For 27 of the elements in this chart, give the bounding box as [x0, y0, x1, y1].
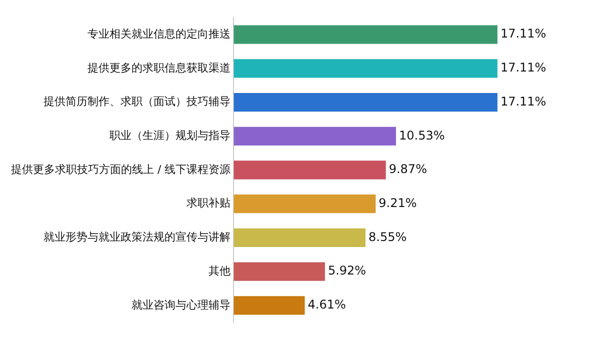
data-label: 17.11% — [500, 26, 546, 41]
data-label: 8.55% — [368, 230, 407, 244]
y-tick-label: 求职补贴 — [186, 196, 231, 210]
data-label: 5.92% — [328, 264, 366, 278]
bar — [234, 92, 498, 112]
y-tick-label: 提供更多求职技巧方面的线上 / 线下课程资源 — [10, 162, 231, 176]
data-label: 17.11% — [500, 60, 546, 75]
bar — [234, 160, 386, 180]
bar — [234, 59, 498, 78]
y-tick-label: 提供简历制作、求职（面试）技巧辅导 — [44, 95, 231, 108]
data-label: 9.87% — [388, 162, 427, 176]
bar — [234, 262, 325, 281]
bar — [234, 228, 366, 248]
data-label: 9.21% — [378, 196, 417, 210]
bar — [234, 296, 305, 315]
bar — [234, 126, 396, 146]
data-label: 17.11% — [500, 94, 546, 108]
data-label: 4.61% — [308, 298, 346, 312]
y-tick-label: 职业（生涯）规划与指导 — [110, 128, 231, 142]
y-tick-label: 提供更多的求职信息获取渠道 — [88, 61, 231, 74]
y-tick-label: 其他 — [208, 264, 231, 278]
y-tick-label: 专业相关就业信息的定向推送 — [88, 27, 231, 40]
y-tick-label: 就业咨询与心理辅导 — [132, 298, 231, 312]
y-tick-label: 就业形势与就业政策法规的宣传与讲解 — [44, 230, 231, 244]
bar — [234, 194, 376, 214]
data-label: 10.53% — [399, 128, 445, 142]
bar — [234, 25, 498, 44]
